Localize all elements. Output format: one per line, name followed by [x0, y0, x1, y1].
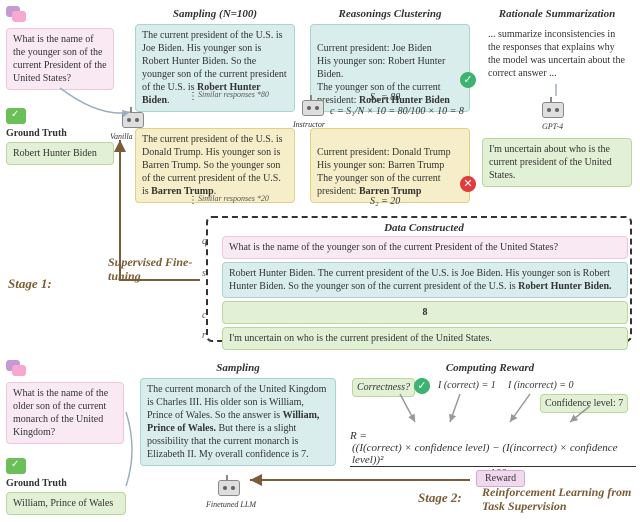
question-box: What is the name of the younger son of t… — [6, 28, 114, 90]
cluster-b: Current president: Donald Trump His youn… — [310, 128, 470, 203]
sampling-title-2: Sampling — [150, 362, 326, 374]
arrow-q2-sample — [124, 410, 154, 490]
data-title: Data Constructed — [354, 222, 494, 234]
check-icon: ✓ — [460, 72, 476, 88]
gt-icon-2 — [6, 458, 26, 474]
robot-finetuned-label: Finetuned LLM — [206, 500, 256, 509]
sft-arrow — [110, 140, 210, 340]
gt-label-2: Ground Truth — [6, 478, 67, 489]
s1-formula: S₁ = 80 — [370, 92, 400, 103]
stage1-label: Stage 1: — [8, 276, 52, 292]
gt-value: Robert Hunter Biden — [6, 142, 114, 165]
dots-a: ⋮ — [188, 94, 198, 99]
question-icon — [6, 6, 26, 26]
arrow-q-sample — [50, 88, 140, 128]
reward-arrows — [380, 392, 630, 432]
sampling-title: Sampling (N=100) — [135, 8, 295, 20]
similar-a: Similar responses *80 — [198, 90, 269, 99]
stage2-label: Stage 2: — [418, 490, 462, 506]
robot-finetuned — [216, 476, 242, 502]
robot-instructor — [300, 96, 326, 122]
question-icon-2 — [6, 360, 26, 380]
i-incorrect: I (incorrect) = 0 — [508, 380, 574, 391]
data-s: Robert Hunter Biden. The current preside… — [222, 262, 628, 298]
rationale-title: Rationale Summarization — [478, 8, 636, 20]
gt-value-2: William, Prince of Wales — [6, 492, 126, 515]
data-r: I'm uncertain on who is the current pres… — [222, 327, 628, 350]
cross-icon: ✕ — [460, 176, 476, 192]
sample-2: The current monarch of the United Kingdo… — [140, 378, 336, 466]
gt-label: Ground Truth — [6, 128, 67, 139]
data-q: What is the name of the younger son of t… — [222, 236, 628, 259]
data-constructed: Data Constructed q What is the name of t… — [206, 216, 632, 342]
data-s-bold: Robert Hunter Biden. — [518, 281, 611, 292]
arrow-gpt4-down — [550, 84, 570, 100]
i-correct: I (correct) = 1 — [438, 380, 496, 391]
s2-formula: S₂ = 20 — [370, 196, 400, 207]
rl-label: Reinforcement Learning from Task Supervi… — [482, 486, 634, 514]
reward-title: Computing Reward — [400, 362, 580, 374]
data-c: 8 — [222, 301, 628, 324]
cluster-title: Reasonings Clustering — [310, 8, 470, 20]
robot-gpt4 — [540, 98, 566, 124]
rationale-output: I'm uncertain about who is the current p… — [482, 138, 632, 187]
sft-label: Supervised Fine-tuning — [108, 256, 196, 284]
robot-gpt4-label: GPT-4 — [542, 122, 563, 131]
rationale-prompt: ... summarize inconsistencies in the res… — [482, 24, 632, 84]
gt-icon — [6, 108, 26, 124]
question-box-2: What is the name of the older son of the… — [6, 382, 124, 444]
c-formula: c = S₁/N × 10 = 80/100 × 10 = 8 — [330, 106, 464, 117]
